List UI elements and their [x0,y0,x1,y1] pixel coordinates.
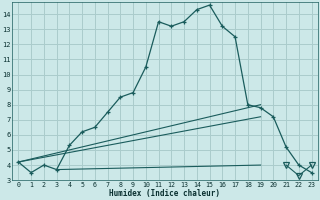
X-axis label: Humidex (Indice chaleur): Humidex (Indice chaleur) [109,189,220,198]
